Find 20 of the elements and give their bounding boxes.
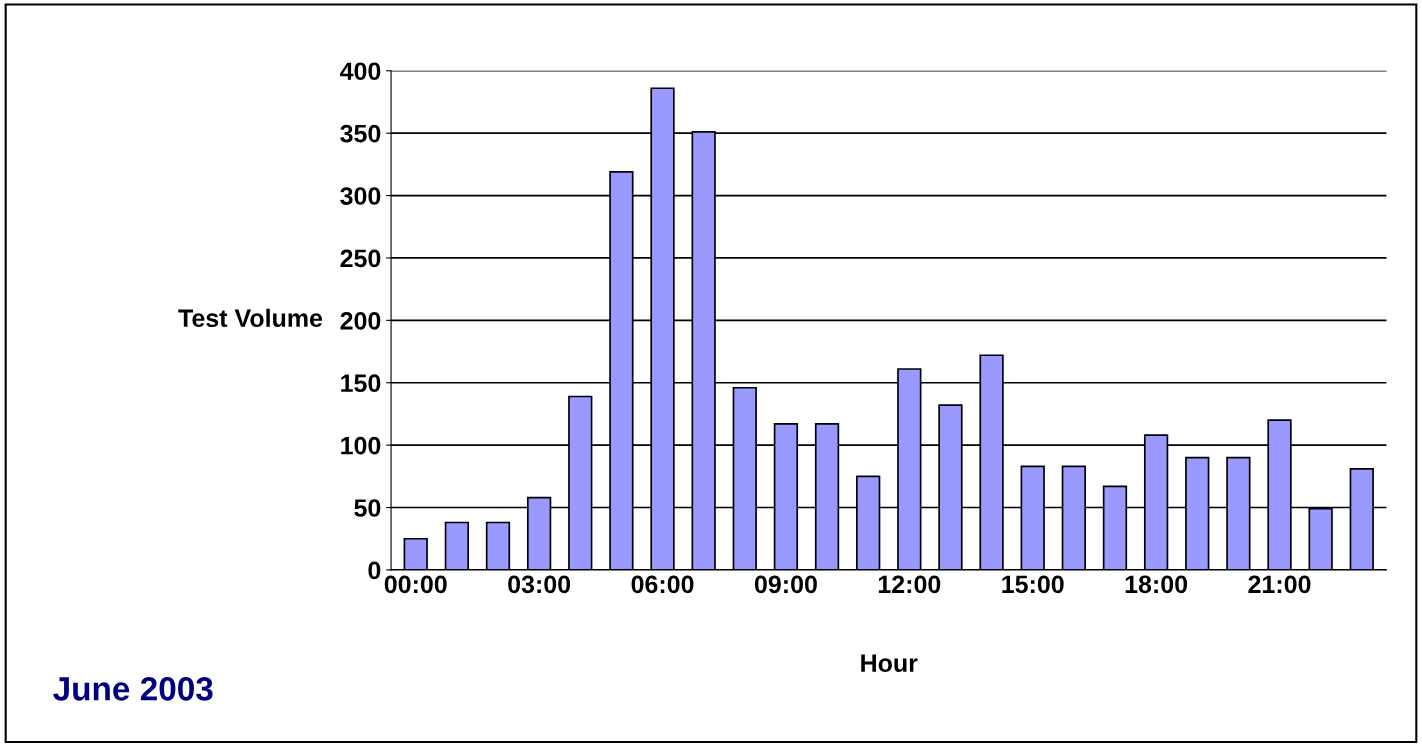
y-tick-label: 250	[340, 249, 381, 268]
y-axis-title: Test Volume	[178, 308, 323, 328]
y-tick-label: 200	[340, 311, 381, 330]
y-tick-label: 100	[341, 436, 381, 455]
y-tick-label: 50	[354, 499, 381, 517]
x-tick-label: 09:00	[754, 575, 817, 594]
x-axis-title: Hour	[861, 654, 918, 673]
x-tick-label: 21:00	[1248, 575, 1311, 594]
y-tick-label: 300	[340, 187, 381, 205]
y-tick-label: 400	[340, 62, 381, 81]
y-tick-label: 350	[340, 124, 381, 143]
y-tick-label: 150	[341, 374, 381, 393]
x-tick-label: 06:00	[631, 575, 694, 594]
x-tick-label: 12:00	[878, 575, 941, 594]
x-tick-label: 03:00	[508, 575, 571, 594]
x-tick-label: 18:00	[1125, 575, 1188, 594]
text: June 2003	[53, 677, 213, 701]
x-tick-label: 00:00	[384, 575, 447, 594]
x-tick-label: 15:00	[1002, 575, 1064, 594]
y-tick-label: 0	[368, 561, 381, 580]
